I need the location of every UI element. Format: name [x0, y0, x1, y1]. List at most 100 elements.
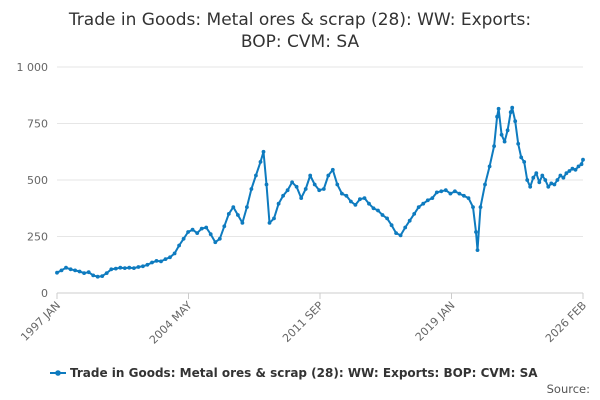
data-point[interactable]: [95, 274, 100, 279]
data-point[interactable]: [299, 196, 304, 201]
data-point[interactable]: [495, 114, 499, 119]
data-point[interactable]: [122, 266, 127, 270]
data-point[interactable]: [68, 267, 73, 272]
data-point[interactable]: [371, 206, 376, 211]
data-point[interactable]: [499, 132, 504, 137]
data-point[interactable]: [245, 205, 249, 210]
data-point[interactable]: [537, 180, 542, 185]
data-point[interactable]: [581, 157, 585, 162]
data-point[interactable]: [254, 173, 258, 178]
data-point[interactable]: [443, 188, 448, 193]
data-point[interactable]: [195, 231, 200, 236]
data-point[interactable]: [546, 184, 551, 189]
data-point[interactable]: [317, 188, 322, 193]
data-point[interactable]: [398, 233, 403, 238]
data-point[interactable]: [552, 182, 557, 187]
data-point[interactable]: [508, 110, 513, 115]
data-point[interactable]: [389, 223, 394, 228]
data-point[interactable]: [475, 248, 480, 253]
data-point[interactable]: [190, 227, 195, 232]
data-point[interactable]: [91, 273, 96, 278]
data-point[interactable]: [150, 260, 154, 265]
data-point[interactable]: [59, 268, 64, 273]
data-point[interactable]: [567, 169, 572, 173]
data-point[interactable]: [519, 155, 524, 160]
data-point[interactable]: [570, 166, 575, 171]
data-point[interactable]: [308, 173, 313, 178]
data-point[interactable]: [281, 193, 285, 198]
data-point[interactable]: [549, 181, 554, 186]
data-point[interactable]: [483, 182, 487, 187]
data-point[interactable]: [154, 259, 159, 263]
data-point[interactable]: [434, 190, 439, 195]
data-point[interactable]: [145, 262, 150, 267]
data-point[interactable]: [412, 212, 417, 216]
data-point[interactable]: [326, 173, 331, 178]
data-point[interactable]: [380, 213, 385, 217]
data-point[interactable]: [344, 193, 349, 198]
data-point[interactable]: [528, 184, 533, 189]
data-point[interactable]: [272, 216, 276, 221]
data-point[interactable]: [222, 224, 227, 229]
data-point[interactable]: [199, 226, 204, 231]
data-point[interactable]: [543, 178, 548, 182]
data-point[interactable]: [294, 184, 299, 189]
data-point[interactable]: [425, 198, 430, 203]
data-point[interactable]: [492, 144, 496, 149]
data-point[interactable]: [505, 128, 510, 133]
data-point[interactable]: [132, 266, 136, 270]
data-point[interactable]: [127, 265, 132, 270]
data-point[interactable]: [376, 208, 380, 213]
data-point[interactable]: [109, 267, 114, 272]
data-point[interactable]: [516, 141, 521, 146]
data-point[interactable]: [113, 266, 118, 271]
data-point[interactable]: [564, 171, 569, 176]
data-point[interactable]: [64, 265, 68, 270]
data-point[interactable]: [335, 182, 340, 187]
data-point[interactable]: [276, 201, 281, 206]
data-point[interactable]: [353, 203, 358, 207]
data-point[interactable]: [77, 269, 82, 274]
data-point[interactable]: [213, 240, 218, 245]
data-point[interactable]: [421, 201, 426, 206]
data-point[interactable]: [561, 175, 566, 180]
data-point[interactable]: [159, 259, 163, 264]
data-point[interactable]: [267, 221, 272, 225]
data-point[interactable]: [362, 196, 367, 201]
legend[interactable]: Trade in Goods: Metal ores & scrap (28):…: [50, 366, 538, 380]
data-point[interactable]: [290, 180, 294, 185]
data-point[interactable]: [439, 189, 444, 194]
data-point[interactable]: [573, 167, 578, 172]
data-point[interactable]: [181, 236, 186, 241]
data-point[interactable]: [457, 191, 462, 196]
data-point[interactable]: [330, 167, 335, 172]
data-point[interactable]: [385, 216, 389, 221]
data-point[interactable]: [403, 225, 408, 230]
data-point[interactable]: [186, 230, 191, 234]
data-point[interactable]: [496, 106, 501, 111]
data-point[interactable]: [217, 236, 222, 241]
data-point[interactable]: [416, 205, 421, 210]
data-point[interactable]: [208, 232, 213, 237]
data-point[interactable]: [141, 264, 145, 269]
data-point[interactable]: [231, 205, 236, 210]
data-point[interactable]: [487, 164, 492, 169]
data-point[interactable]: [531, 175, 536, 180]
data-point[interactable]: [136, 265, 141, 269]
data-point[interactable]: [321, 187, 326, 191]
data-point[interactable]: [55, 270, 59, 275]
data-point[interactable]: [226, 212, 231, 216]
data-point[interactable]: [407, 218, 412, 223]
data-point[interactable]: [163, 257, 168, 261]
data-point[interactable]: [249, 187, 254, 191]
data-point[interactable]: [240, 221, 245, 225]
data-point[interactable]: [502, 139, 507, 144]
data-point[interactable]: [204, 225, 209, 230]
data-point[interactable]: [555, 178, 560, 182]
data-point[interactable]: [303, 187, 308, 191]
data-point[interactable]: [522, 160, 527, 164]
data-point[interactable]: [394, 231, 398, 236]
data-point[interactable]: [104, 271, 109, 275]
data-point[interactable]: [261, 149, 266, 154]
data-point[interactable]: [82, 271, 86, 275]
